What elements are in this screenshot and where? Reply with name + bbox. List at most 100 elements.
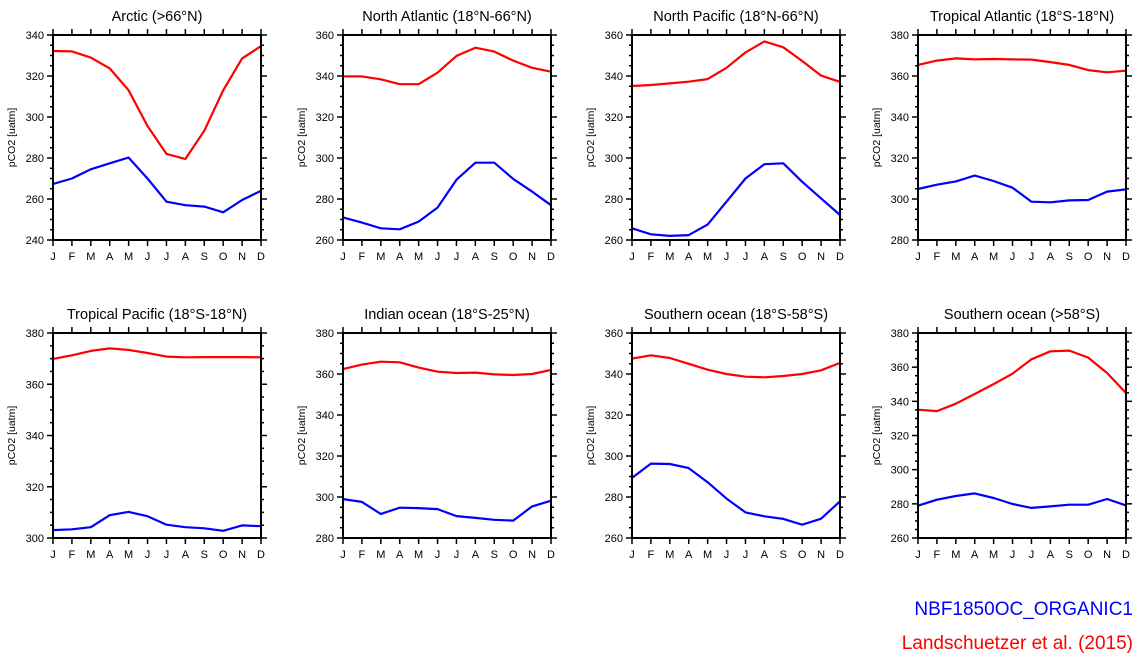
panel-5: Indian ocean (18°S-25°N) pCO2 [uatm] 280 30… <box>296 307 557 561</box>
x-tick-label: N <box>528 251 536 263</box>
legend-model-label: NBF1850OC_ORGANIC1 <box>914 599 1133 620</box>
y-axis-label: pCO2 [uatm] <box>6 108 18 168</box>
x-tick-label: J <box>629 251 635 263</box>
y-tick-label: 280 <box>605 194 623 206</box>
x-tick-label: M <box>665 549 674 561</box>
x-tick-label: A <box>685 251 693 263</box>
x-tick-label: N <box>1103 251 1111 263</box>
panel-3: Tropical Atlantic (18°S-18°N) pCO2 [uatm]… <box>871 9 1132 263</box>
x-tick-label: A <box>472 549 480 561</box>
model-series-line <box>631 162 841 237</box>
legend-obs-label: Landschuetzer et al. (2015) <box>901 633 1133 654</box>
x-tick-label: A <box>182 549 190 561</box>
y-tick-label: 320 <box>605 112 623 124</box>
y-tick-label: 360 <box>26 379 44 391</box>
model-series-line <box>917 492 1127 509</box>
y-tick-label: 300 <box>26 112 44 124</box>
model-series-line <box>342 498 552 522</box>
y-tick-label: 340 <box>605 369 623 381</box>
y-tick-label: 280 <box>891 235 909 247</box>
x-tick-label: D <box>1122 549 1130 561</box>
x-tick-label: M <box>414 549 423 561</box>
y-axis-label: pCO2 [uatm] <box>871 108 883 168</box>
x-tick-label: A <box>182 251 190 263</box>
x-tick-label: S <box>1066 251 1073 263</box>
x-tick-label: M <box>989 549 998 561</box>
x-tick-label: O <box>219 549 228 561</box>
x-tick-label: M <box>414 251 423 263</box>
plot-frame <box>342 332 552 539</box>
x-tick-label: D <box>257 251 265 263</box>
x-tick-label: A <box>761 251 769 263</box>
x-tick-label: J <box>50 251 56 263</box>
y-tick-label: 300 <box>891 194 909 206</box>
x-tick-label: D <box>836 549 844 561</box>
x-tick-label: S <box>1066 549 1073 561</box>
panel-2: North Pacific (18°N-66°N) pCO2 [uatm] 260 2… <box>585 9 846 263</box>
y-tick-label: 380 <box>891 30 909 42</box>
x-tick-label: A <box>685 549 693 561</box>
panel-title: Southern ocean (18°S-58°S) <box>644 307 828 323</box>
y-tick-label: 340 <box>26 431 44 443</box>
x-tick-label: O <box>509 549 518 561</box>
x-tick-label: A <box>106 549 114 561</box>
x-tick-label: S <box>780 251 787 263</box>
x-tick-label: N <box>1103 549 1111 561</box>
y-tick-label: 300 <box>26 533 44 545</box>
x-tick-label: A <box>971 251 979 263</box>
panel-1: North Atlantic (18°N-66°N) pCO2 [uatm] 260… <box>296 9 557 263</box>
obs-series-line <box>52 45 262 161</box>
plot-frame <box>52 332 262 539</box>
y-tick-label: 320 <box>316 112 334 124</box>
x-tick-label: M <box>124 251 133 263</box>
x-tick-label: O <box>219 251 228 263</box>
x-tick-label: M <box>86 251 95 263</box>
y-tick-label: 260 <box>26 194 44 206</box>
y-tick-label: 240 <box>26 235 44 247</box>
panel-4: Tropical Pacific (18°S-18°N) pCO2 [uatm] 3… <box>6 307 267 561</box>
y-tick-label: 300 <box>316 492 334 504</box>
y-tick-label: 280 <box>26 153 44 165</box>
x-tick-label: A <box>971 549 979 561</box>
plot-frame <box>917 34 1127 241</box>
y-tick-label: 300 <box>605 451 623 463</box>
x-tick-label: J <box>340 549 346 561</box>
x-tick-label: A <box>106 251 114 263</box>
model-series-line <box>52 510 262 532</box>
x-tick-label: M <box>376 251 385 263</box>
x-tick-label: J <box>454 251 460 263</box>
x-tick-label: A <box>396 549 404 561</box>
x-tick-label: O <box>798 251 807 263</box>
x-tick-label: M <box>951 549 960 561</box>
x-tick-label: J <box>145 251 151 263</box>
x-tick-label: J <box>743 549 749 561</box>
x-tick-label: F <box>69 549 76 561</box>
x-tick-label: N <box>238 549 246 561</box>
model-series-line <box>917 174 1127 204</box>
y-tick-label: 280 <box>891 499 909 511</box>
x-tick-label: M <box>124 549 133 561</box>
panel-7: Southern ocean (>58°S) pCO2 [uatm] 260 280 3… <box>871 307 1132 561</box>
y-tick-label: 260 <box>316 235 334 247</box>
x-tick-label: D <box>257 549 265 561</box>
x-tick-label: O <box>509 251 518 263</box>
plot-frame <box>52 34 262 241</box>
y-tick-label: 280 <box>316 194 334 206</box>
x-tick-label: J <box>145 549 151 561</box>
panel-title: Tropical Atlantic (18°S-18°N) <box>930 9 1114 25</box>
x-tick-label: F <box>359 549 366 561</box>
x-tick-label: J <box>915 549 921 561</box>
y-tick-label: 280 <box>605 492 623 504</box>
y-axis-label: pCO2 [uatm] <box>296 108 308 168</box>
x-tick-label: F <box>934 251 941 263</box>
y-tick-label: 280 <box>316 533 334 545</box>
y-tick-label: 260 <box>891 533 909 545</box>
x-tick-label: A <box>396 251 404 263</box>
x-tick-label: M <box>376 549 385 561</box>
obs-series-line <box>631 354 841 379</box>
x-tick-label: D <box>547 549 555 561</box>
x-tick-label: M <box>703 251 712 263</box>
x-tick-label: J <box>164 251 170 263</box>
obs-series-line <box>343 46 552 86</box>
y-tick-label: 320 <box>26 482 44 494</box>
